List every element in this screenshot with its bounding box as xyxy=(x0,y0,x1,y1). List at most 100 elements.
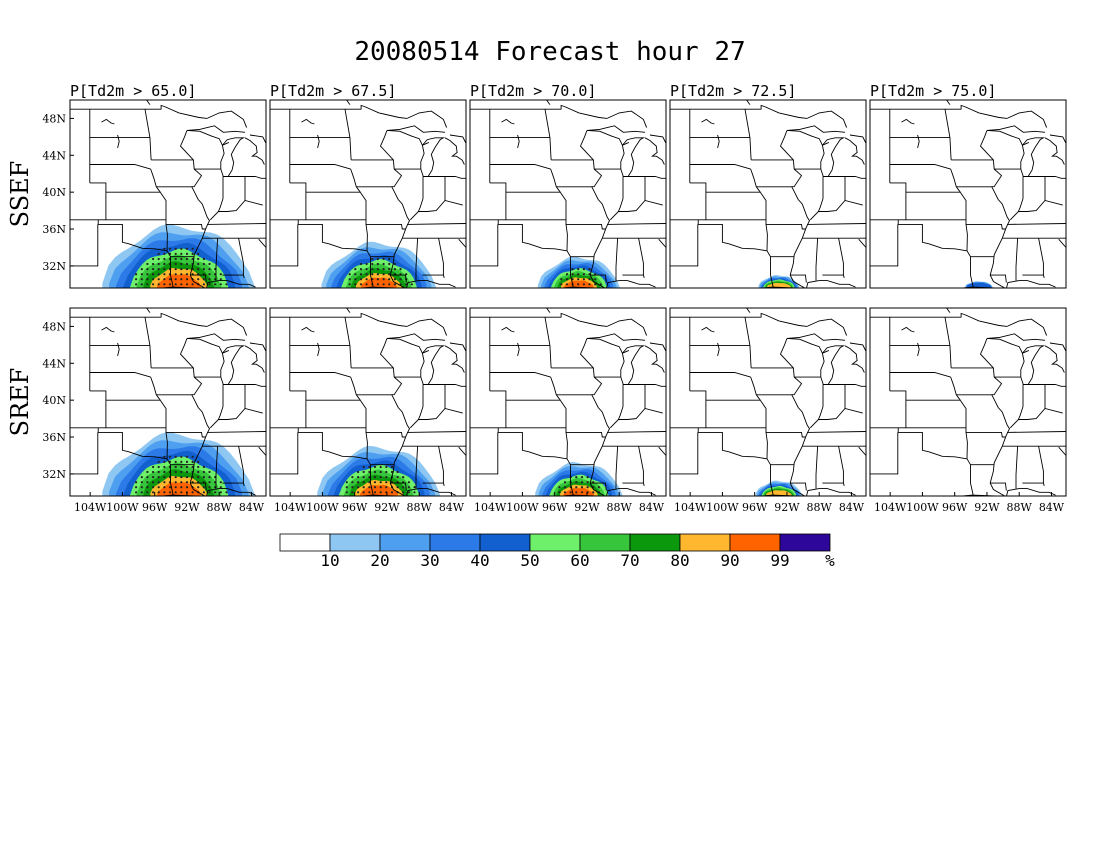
panel-title: P[Td2m > 65.0] xyxy=(70,82,196,100)
lon-tick-label: 96W xyxy=(742,501,768,514)
colorbar-label: 30 xyxy=(420,551,439,570)
row-label-sref: SREF xyxy=(6,368,34,437)
state-borders xyxy=(870,100,1066,288)
colorbar-label: 20 xyxy=(370,551,389,570)
panel-frame xyxy=(469,99,667,289)
colorbar-label: 90 xyxy=(720,551,739,570)
panel-background xyxy=(870,100,1066,288)
colorbar-swatch xyxy=(629,533,681,552)
lon-tick-label: 100W xyxy=(306,501,339,514)
panel-frame xyxy=(669,307,867,497)
lon-tick-label: 100W xyxy=(706,501,739,514)
colorbar-swatch xyxy=(679,533,731,552)
state-borders xyxy=(670,308,866,496)
panel-frame xyxy=(269,99,467,289)
row-labels: SSEF SREF xyxy=(6,161,34,437)
colorbar: 10 20 30 40 50 60 70 80 90 99% xyxy=(279,533,835,570)
colorbar-label: 10 xyxy=(320,551,339,570)
lon-tick-label: 92W xyxy=(774,501,800,514)
lon-tick-label: 100W xyxy=(106,501,139,514)
colorbar-swatch xyxy=(779,533,831,552)
panel-sref-5: 104W 100W 96W 92W 88W 84W xyxy=(869,307,1067,514)
panel-background xyxy=(670,308,866,496)
lon-tick-label: 92W xyxy=(574,501,600,514)
panel-grid: P[Td2m > 65.0] 48N 44N 40N 36N 32N P[Td2m > 67… xyxy=(42,82,1067,514)
lat-tick-label: 40N xyxy=(42,186,66,199)
panel-background xyxy=(670,100,866,288)
panel-sref-1: 48N 44N 40N 36N 32N 104W 100W 96W 92W 88W 84W xyxy=(42,307,267,514)
lon-tick-label: 92W xyxy=(974,501,1000,514)
colorbar-label: 60 xyxy=(570,551,589,570)
lon-tick-label: 104W xyxy=(474,501,507,514)
panel-title: P[Td2m > 70.0] xyxy=(470,82,596,100)
lon-tick-label: 96W xyxy=(342,501,368,514)
lat-tick-label: 36N xyxy=(42,223,66,236)
colorbar-swatch xyxy=(479,533,531,552)
colorbar-swatch xyxy=(279,533,331,552)
panel-sref-4: 104W 100W 96W 92W 88W 84W xyxy=(669,307,867,514)
state-borders xyxy=(870,308,1066,496)
colorbar-label: 40 xyxy=(470,551,489,570)
panel-title: P[Td2m > 67.5] xyxy=(270,82,396,100)
state-borders xyxy=(70,308,266,496)
stipple-dots xyxy=(345,465,416,494)
panel-sref-3: 104W 100W 96W 92W 88W 84W xyxy=(469,307,667,514)
figure-title: 20080514 Forecast hour 27 xyxy=(354,37,745,67)
panel-frame xyxy=(869,307,1067,497)
colorbar-label: 70 xyxy=(620,551,639,570)
probability-contour-10 xyxy=(164,488,194,496)
colorbar-swatch xyxy=(729,533,781,552)
panel-ssef-2: P[Td2m > 67.5] xyxy=(269,82,467,289)
lon-tick-label: 88W xyxy=(607,501,633,514)
row-label-ssef: SSEF xyxy=(6,161,34,228)
lon-tick-label: 88W xyxy=(1007,501,1033,514)
lon-tick-label: 84W xyxy=(839,501,865,514)
panel-frame xyxy=(869,99,1067,289)
panel-ssef-5: P[Td2m > 75.0] xyxy=(869,82,1067,289)
state-borders xyxy=(670,100,866,288)
lat-tick-label: 32N xyxy=(42,260,66,273)
lon-tick-label: 84W xyxy=(239,501,265,514)
lat-tick-label: 36N xyxy=(42,431,66,444)
panel-title: P[Td2m > 75.0] xyxy=(870,82,996,100)
lat-tick-label: 40N xyxy=(42,394,66,407)
probability-contour-10 xyxy=(164,280,194,288)
panel-frame xyxy=(669,99,867,289)
state-borders xyxy=(470,100,666,288)
lat-tick-label: 44N xyxy=(42,149,66,162)
lon-tick-label: 104W xyxy=(674,501,707,514)
colorbar-swatch xyxy=(579,533,631,552)
lon-tick-label: 96W xyxy=(942,501,968,514)
panel-ssef-4: P[Td2m > 72.5] xyxy=(669,82,867,289)
lat-tick-label: 48N xyxy=(42,112,66,125)
panel-title: P[Td2m > 72.5] xyxy=(670,82,796,100)
state-borders xyxy=(70,100,266,288)
panel-ssef-3: P[Td2m > 70.0] xyxy=(469,82,667,289)
lon-tick-label: 84W xyxy=(1039,501,1065,514)
lon-tick-label: 88W xyxy=(207,501,233,514)
lat-tick-label: 48N xyxy=(42,320,66,333)
lon-tick-label: 84W xyxy=(639,501,665,514)
lon-tick-label: 104W xyxy=(874,501,907,514)
state-borders xyxy=(270,308,466,496)
colorbar-label: 80 xyxy=(670,551,689,570)
panel-frame xyxy=(69,307,267,497)
lon-tick-label: 84W xyxy=(439,501,465,514)
colorbar-swatch xyxy=(329,533,381,552)
colorbar-swatch xyxy=(379,533,431,552)
lon-tick-label: 104W xyxy=(274,501,307,514)
lon-tick-label: 96W xyxy=(542,501,568,514)
lon-tick-label: 96W xyxy=(142,501,168,514)
state-borders xyxy=(270,100,466,288)
panel-frame xyxy=(269,307,467,497)
colorbar-label: 99 xyxy=(770,551,789,570)
lon-tick-label: 100W xyxy=(506,501,539,514)
lon-tick-label: 100W xyxy=(906,501,939,514)
panel-background xyxy=(870,308,1066,496)
panel-ssef-1: P[Td2m > 65.0] 48N 44N 40N 36N 32N xyxy=(42,82,267,289)
lon-tick-label: 88W xyxy=(407,501,433,514)
lon-tick-label: 88W xyxy=(807,501,833,514)
state-borders xyxy=(470,308,666,496)
lat-tick-label: 44N xyxy=(42,357,66,370)
